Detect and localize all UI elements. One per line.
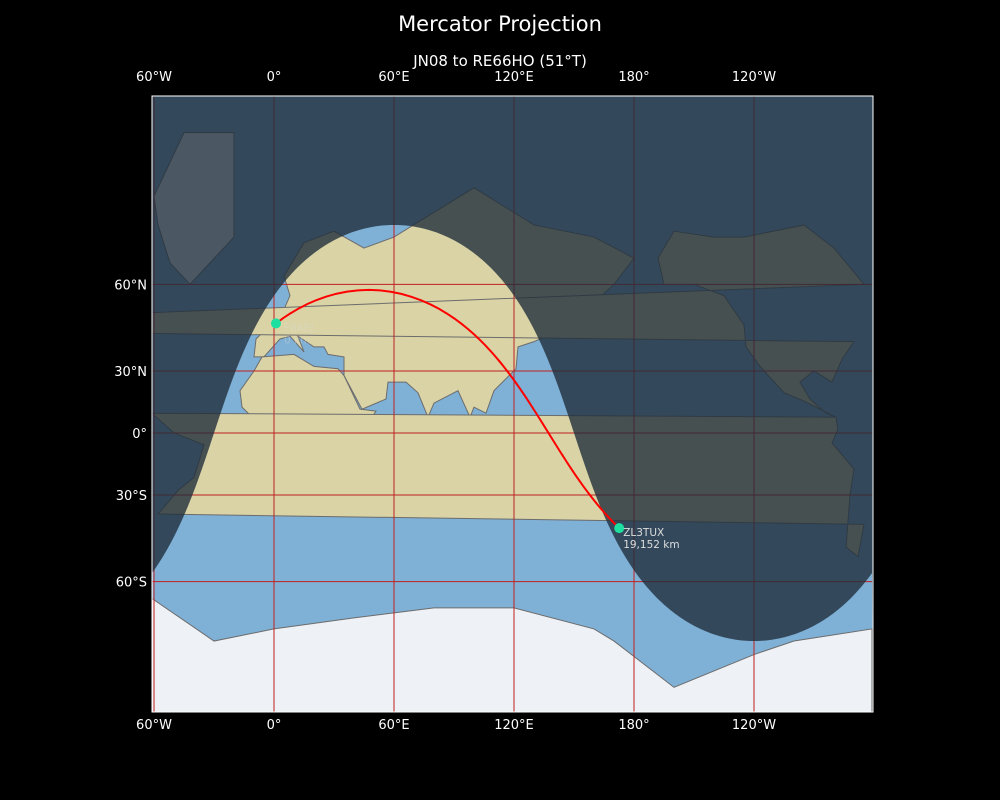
far-hemisphere-shade	[152, 96, 873, 712]
x-tick-top-3: 120°E	[494, 70, 534, 85]
start-marker	[271, 318, 281, 329]
figure-title: Mercator Projection	[398, 12, 602, 36]
x-tick-bottom-2: 60°E	[378, 718, 409, 733]
figure-subtitle: JN08 to RE66HO (51°T)	[413, 52, 587, 70]
map-frame	[151, 95, 874, 713]
x-tick-bottom-1: 0°	[267, 718, 282, 733]
axis-ticks: 60°W 60°W 0° 0° 60°E 60°E 120°E 120°E 180° 180° 12…	[114, 70, 776, 733]
x-tick-top-2: 60°E	[378, 70, 409, 85]
y-tick-2: 0°	[132, 427, 147, 442]
y-tick-4: 60°S	[116, 576, 147, 591]
x-tick-bottom-3: 120°E	[494, 718, 534, 733]
y-tick-1: 30°N	[114, 365, 147, 380]
great-circle-path	[275, 288, 620, 529]
x-tick-bottom-0: 60°W	[136, 718, 172, 733]
x-tick-bottom-4: 180°	[618, 718, 649, 733]
start-distance: 0 km	[284, 334, 310, 346]
land-antarctica	[152, 597, 873, 712]
end-marker	[614, 523, 625, 534]
y-tick-0: 60°N	[114, 278, 147, 293]
x-tick-top-5: 120°W	[732, 70, 776, 85]
x-tick-top-4: 180°	[618, 70, 649, 85]
x-tick-top-1: 0°	[267, 70, 282, 85]
end-callsign: ZL3TUX	[623, 527, 664, 539]
start-callsign: F8AEJ	[284, 322, 314, 334]
end-distance: 19,152 km	[623, 539, 679, 551]
y-tick-3: 30°S	[116, 489, 147, 504]
x-tick-bottom-5: 120°W	[732, 718, 776, 733]
x-tick-top-0: 60°W	[136, 70, 172, 85]
